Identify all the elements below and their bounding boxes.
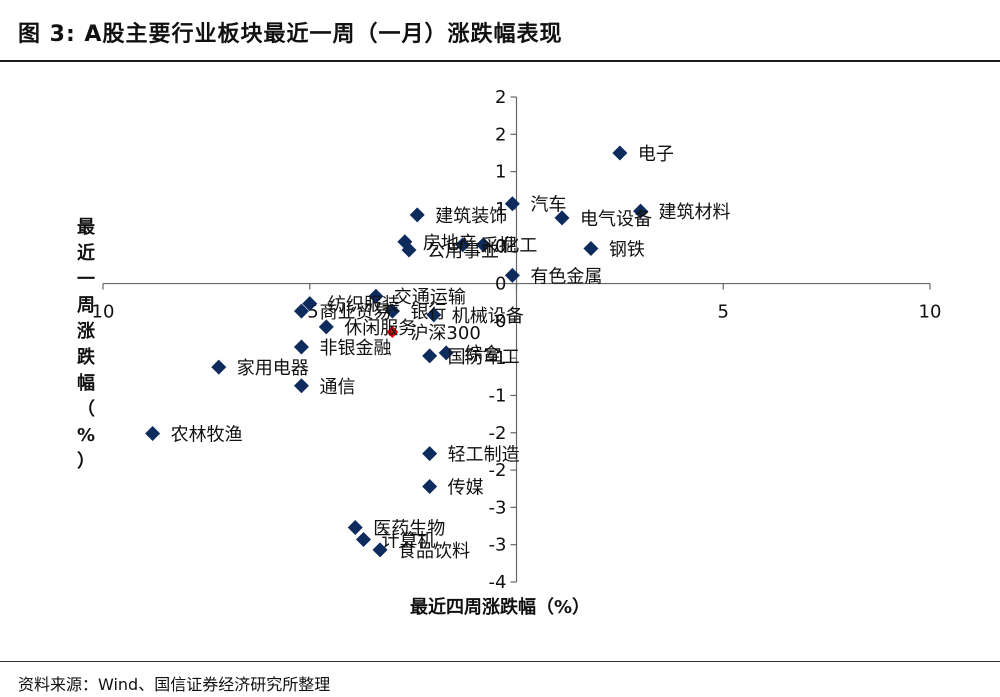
data-point-marker [422, 478, 438, 494]
y-tick-label: 2 [495, 87, 506, 108]
y-axis-label-char: 近 [77, 243, 95, 264]
y-tick-label: 0 [495, 311, 506, 332]
y-axis-label-char: （ [77, 399, 95, 420]
data-point-marker [422, 348, 438, 364]
data-point-label: 传媒 [448, 477, 484, 498]
data-point-marker [409, 207, 425, 223]
data-point-marker [422, 446, 438, 462]
y-axis-label-char: 幅 [77, 373, 95, 394]
y-tick-label: 2 [495, 124, 506, 145]
y-axis-label-char: 一 [77, 269, 95, 290]
data-point-label: 有色金属 [530, 266, 602, 287]
data-point-label: 轻工制造 [448, 445, 520, 466]
data-point-label: 电子 [638, 144, 674, 165]
data-point-label: 综合 [464, 344, 500, 365]
data-point-marker [356, 531, 372, 547]
data-point-label: 医药生物 [373, 519, 445, 540]
data-point-label: 休闲服务 [344, 318, 416, 339]
data-point-label: 银行 [410, 302, 446, 323]
data-point-label: 机械设备 [452, 306, 524, 327]
data-point-label: 建筑材料 [659, 202, 731, 223]
data-point-label: 非银金融 [319, 338, 391, 359]
data-point-label: 通信 [319, 377, 355, 398]
data-point-label: 纺织服装 [328, 295, 400, 316]
data-point-marker [386, 326, 399, 339]
footer-divider [0, 661, 1000, 662]
data-points [145, 145, 649, 558]
x-tick-label: 10 [919, 302, 942, 323]
data-point-label: 国防军工 [448, 347, 520, 368]
y-tick-label: -3 [489, 497, 507, 518]
data-point-label: 家用电器 [237, 358, 309, 379]
y-tick-label: 0 [495, 274, 506, 295]
y-tick-label: -1 [489, 385, 507, 406]
data-point-marker [145, 426, 161, 442]
x-axis-label: 最近四周涨跌幅（%） [409, 597, 591, 618]
data-point-label: 农林牧渔 [171, 425, 243, 446]
y-tick-label: 1 [495, 162, 506, 183]
data-point-marker [211, 359, 227, 375]
y-tick-label: 0 [495, 236, 506, 257]
y-axis-label-char: % [76, 425, 96, 446]
data-point-label: 房地产 [423, 233, 477, 254]
data-point-marker [293, 378, 309, 394]
data-point-label: 食品饮料 [398, 541, 470, 562]
data-point-label: 钢铁 [609, 239, 645, 260]
data-point-marker [426, 307, 442, 323]
y-axis-label-char: 最 [77, 217, 95, 238]
data-point-label: 计算机 [382, 530, 436, 551]
data-point-label: 商业贸易 [319, 302, 391, 323]
axes [102, 96, 931, 583]
y-axis-label: 最近一周涨跌幅 （% ） [72, 215, 100, 475]
y-tick-label: -1 [489, 348, 507, 369]
data-point-marker [504, 196, 520, 212]
data-point-marker [401, 242, 417, 258]
x-tick-label: -5 [301, 302, 319, 323]
data-point-marker [455, 237, 471, 253]
y-axis-label-char: 周 [77, 295, 95, 316]
data-point-label: 建筑装饰 [435, 206, 507, 227]
x-tick-label: 5 [718, 302, 729, 323]
data-point-marker [293, 303, 309, 319]
x-tick-label: 10 [92, 302, 115, 323]
data-point-marker [368, 288, 384, 304]
data-point-label: 采掘 [481, 236, 517, 257]
y-axis-label-char: 跌 [77, 347, 95, 368]
y-tick-label: -2 [489, 423, 507, 444]
data-point-label: 公用事业 [427, 241, 499, 262]
data-point-marker [583, 240, 599, 256]
data-point-label: 化工 [501, 236, 537, 257]
y-axis-label-char: 涨 [77, 321, 95, 342]
data-point-marker [554, 210, 570, 226]
data-point-marker [612, 145, 628, 161]
data-point-label: 交通运输 [394, 287, 466, 308]
data-point-marker [384, 303, 400, 319]
data-point-marker [318, 319, 334, 335]
data-point-marker [372, 542, 388, 558]
y-tick-label: 1 [495, 199, 506, 220]
data-point-label: 沪深300 [410, 323, 480, 344]
data-point-marker [347, 520, 363, 536]
title-divider [0, 60, 1000, 62]
data-point-label: 电气设备 [580, 209, 652, 230]
data-point-marker [504, 267, 520, 283]
chart-title: 图 3: A股主要行业板块最近一周（一月）涨跌幅表现 [18, 22, 563, 47]
y-axis-label-char: ） [77, 451, 95, 472]
y-tick-label: -3 [489, 535, 507, 556]
y-tick-label: -2 [489, 460, 507, 481]
data-point-marker [633, 203, 649, 219]
y-tick-label: -4 [489, 572, 507, 593]
data-point-marker [302, 296, 318, 312]
data-point-label: 汽车 [530, 195, 566, 216]
source-note: 资料来源：Wind、国信证券经济研究所整理 [18, 675, 331, 694]
data-point-marker [293, 339, 309, 355]
data-point-marker [438, 345, 454, 361]
data-point-marker [475, 237, 491, 253]
